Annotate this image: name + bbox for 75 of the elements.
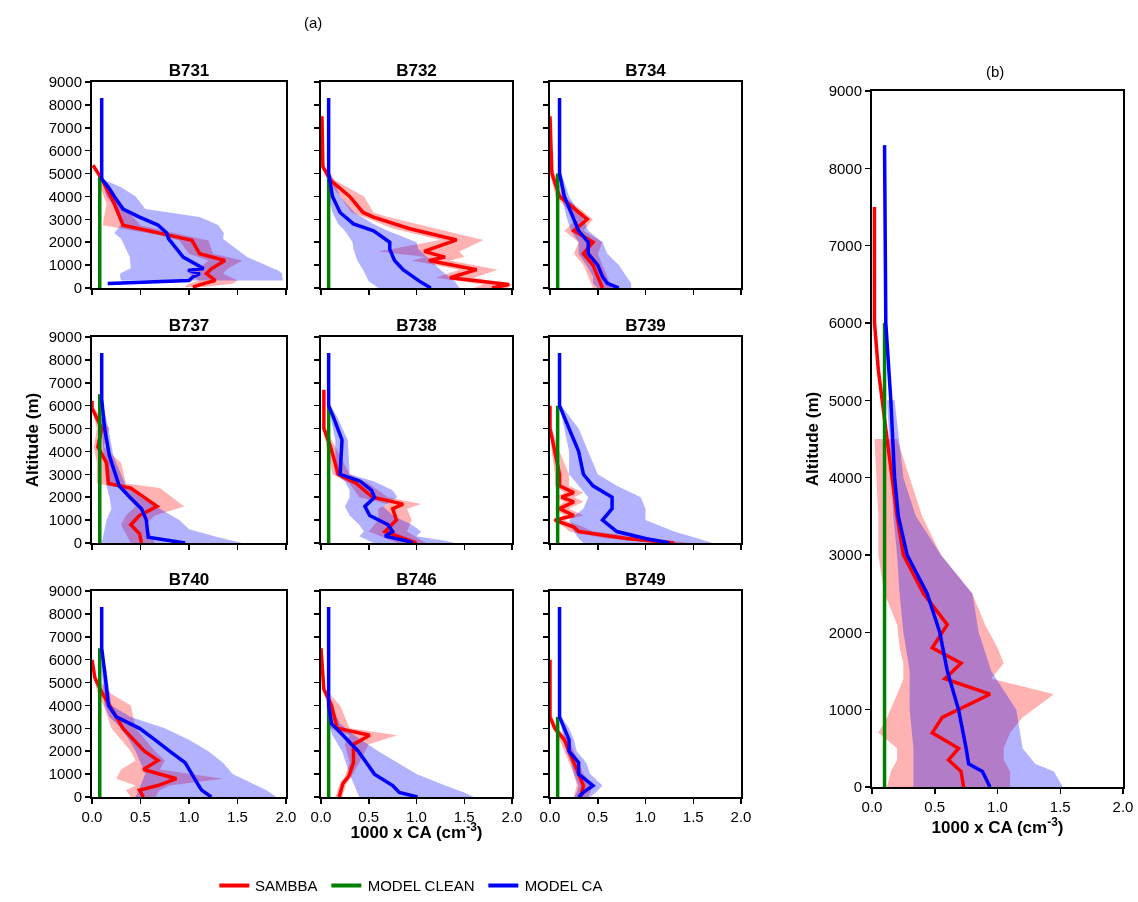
x-tick-label: 1.0 bbox=[178, 808, 200, 825]
y-tick-label: 9000 bbox=[48, 582, 82, 600]
y-tick-label: 7000 bbox=[48, 628, 82, 646]
y-tick-label: 4000 bbox=[48, 187, 82, 205]
y-tick-label: 9000 bbox=[828, 82, 862, 100]
y-tick-label: 0 bbox=[73, 279, 82, 297]
x-tick-label: 1.0 bbox=[406, 808, 427, 825]
y-axis-title: Altitude (m) bbox=[802, 391, 822, 487]
chart-title: B737 bbox=[168, 316, 210, 335]
x-tick-label: 2.0 bbox=[1112, 798, 1134, 815]
legend-label: MODEL CA bbox=[524, 876, 603, 894]
y-tick-label: 0 bbox=[73, 534, 82, 552]
y-tick-label: 8000 bbox=[828, 159, 862, 177]
x-tick-label: 1.5 bbox=[682, 808, 704, 825]
y-tick-label: 8000 bbox=[48, 605, 82, 623]
x-tick-label: 0.5 bbox=[924, 798, 946, 815]
chart-title: B740 bbox=[168, 570, 210, 589]
chart-title: B738 bbox=[396, 316, 437, 335]
x-tick-label: 0.0 bbox=[310, 808, 332, 825]
y-tick-label: 4000 bbox=[48, 696, 82, 714]
y-tick-label: 8000 bbox=[48, 96, 82, 114]
x-tick-label: 0.0 bbox=[539, 808, 561, 825]
y-axis-title: Altitude (m) bbox=[22, 392, 42, 488]
y-tick-label: 2000 bbox=[828, 623, 862, 641]
x-tick-label: 1.0 bbox=[987, 798, 1008, 815]
legend-label: SAMBBA bbox=[255, 876, 318, 894]
x-tick-label: 2.0 bbox=[275, 808, 297, 825]
y-tick-label: 1000 bbox=[828, 700, 862, 718]
y-tick-label: 5000 bbox=[48, 419, 82, 437]
y-tick-label: 3000 bbox=[48, 465, 82, 483]
x-tick-label: 1.5 bbox=[1049, 798, 1071, 815]
x-tick-label: 2.0 bbox=[730, 808, 752, 825]
x-tick-label: 0.0 bbox=[861, 798, 883, 815]
x-tick-label: 0.0 bbox=[81, 808, 103, 825]
y-tick-label: 1000 bbox=[48, 765, 82, 783]
chart-title: B732 bbox=[396, 61, 437, 80]
y-tick-label: 8000 bbox=[48, 351, 82, 369]
y-tick-label: 2000 bbox=[48, 488, 82, 506]
chart-title: B746 bbox=[396, 570, 437, 589]
y-tick-label: 3000 bbox=[48, 719, 82, 737]
x-tick-label: 1.0 bbox=[635, 808, 656, 825]
y-tick-label: 2000 bbox=[48, 742, 82, 760]
y-tick-label: 6000 bbox=[48, 396, 82, 414]
y-tick-label: 6000 bbox=[828, 314, 862, 332]
chart-title: B739 bbox=[625, 316, 666, 335]
y-tick-label: 9000 bbox=[48, 328, 82, 346]
y-tick-label: 4000 bbox=[828, 468, 862, 486]
y-tick-label: 7000 bbox=[48, 119, 82, 137]
text: (a) bbox=[304, 14, 323, 31]
y-tick-label: 0 bbox=[73, 788, 82, 806]
y-tick-label: 5000 bbox=[48, 164, 82, 182]
y-tick-label: 0 bbox=[853, 778, 862, 796]
y-tick-label: 1000 bbox=[48, 511, 82, 529]
y-tick-label: 3000 bbox=[828, 546, 862, 564]
chart-title: B749 bbox=[625, 570, 666, 589]
chart-title: B731 bbox=[168, 61, 210, 80]
y-tick-label: 5000 bbox=[828, 391, 862, 409]
y-tick-label: 9000 bbox=[48, 73, 82, 91]
y-tick-label: 3000 bbox=[48, 210, 82, 228]
y-tick-label: 6000 bbox=[48, 141, 82, 159]
y-tick-label: 1000 bbox=[48, 256, 82, 274]
x-tick-label: 2.0 bbox=[501, 808, 523, 825]
y-tick-label: 5000 bbox=[48, 673, 82, 691]
x-axis-title: 1000 x CA (cm$^{-3}$) bbox=[931, 814, 1064, 837]
y-tick-label: 4000 bbox=[48, 442, 82, 460]
y-tick-label: 2000 bbox=[48, 233, 82, 251]
y-tick-label: 7000 bbox=[48, 374, 82, 392]
text: (b) bbox=[986, 63, 1005, 80]
y-tick-label: 6000 bbox=[48, 650, 82, 668]
y-tick-label: 7000 bbox=[828, 236, 862, 254]
x-tick-label: 0.5 bbox=[130, 808, 151, 825]
x-tick-label: 1.5 bbox=[227, 808, 248, 825]
x-tick-label: 0.5 bbox=[587, 808, 609, 825]
legend-label: MODEL CLEAN bbox=[367, 876, 475, 894]
chart-title: B734 bbox=[625, 61, 667, 80]
